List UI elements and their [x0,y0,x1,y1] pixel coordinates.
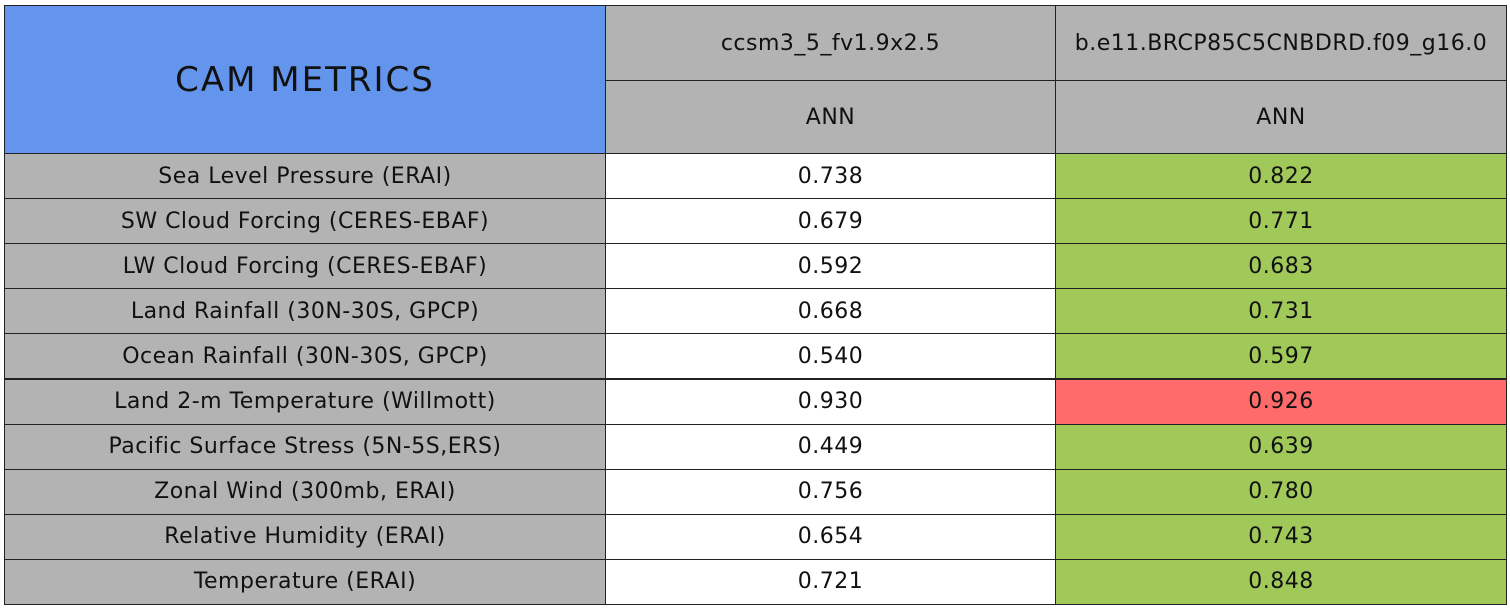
column-period: ANN [605,80,1056,154]
row-label: Pacific Surface Stress (5N-5S,ERS) [4,423,606,470]
metric-value: 0.449 [605,423,1056,470]
row-label: LW Cloud Forcing (CERES-EBAF) [4,243,606,290]
row-label: Land 2-m Temperature (Willmott) [4,378,606,425]
metric-value: 0.771 [1055,198,1507,245]
column-name: b.e11.BRCP85C5CNBDRD.f09_g16.0 [1055,5,1507,81]
metric-value: 0.756 [605,468,1056,515]
table-title: CAM METRICS [4,5,606,154]
metric-value: 0.743 [1055,513,1507,560]
column-period: ANN [1055,80,1507,154]
metric-value: 0.592 [605,243,1056,290]
metric-value: 0.848 [1055,558,1507,605]
row-label: Sea Level Pressure (ERAI) [4,153,606,200]
metric-value: 0.721 [605,558,1056,605]
row-label: Temperature (ERAI) [4,558,606,605]
metric-value: 0.679 [605,198,1056,245]
row-label: Zonal Wind (300mb, ERAI) [4,468,606,515]
metric-value: 0.731 [1055,288,1507,335]
metric-value: 0.654 [605,513,1056,560]
row-label: SW Cloud Forcing (CERES-EBAF) [4,198,606,245]
metric-value: 0.668 [605,288,1056,335]
metric-value: 0.780 [1055,468,1507,515]
metric-value: 0.822 [1055,153,1507,200]
row-label: Ocean Rainfall (30N-30S, GPCP) [4,333,606,380]
column-name: ccsm3_5_fv1.9x2.5 [605,5,1056,81]
metric-value: 0.639 [1055,423,1507,470]
metric-value: 0.597 [1055,333,1507,380]
row-label: Relative Humidity (ERAI) [4,513,606,560]
metric-value: 0.738 [605,153,1056,200]
row-label: Land Rainfall (30N-30S, GPCP) [4,288,606,335]
metric-value: 0.683 [1055,243,1507,290]
metric-value: 0.930 [605,378,1056,425]
metric-value: 0.926 [1055,378,1507,425]
metric-value: 0.540 [605,333,1056,380]
